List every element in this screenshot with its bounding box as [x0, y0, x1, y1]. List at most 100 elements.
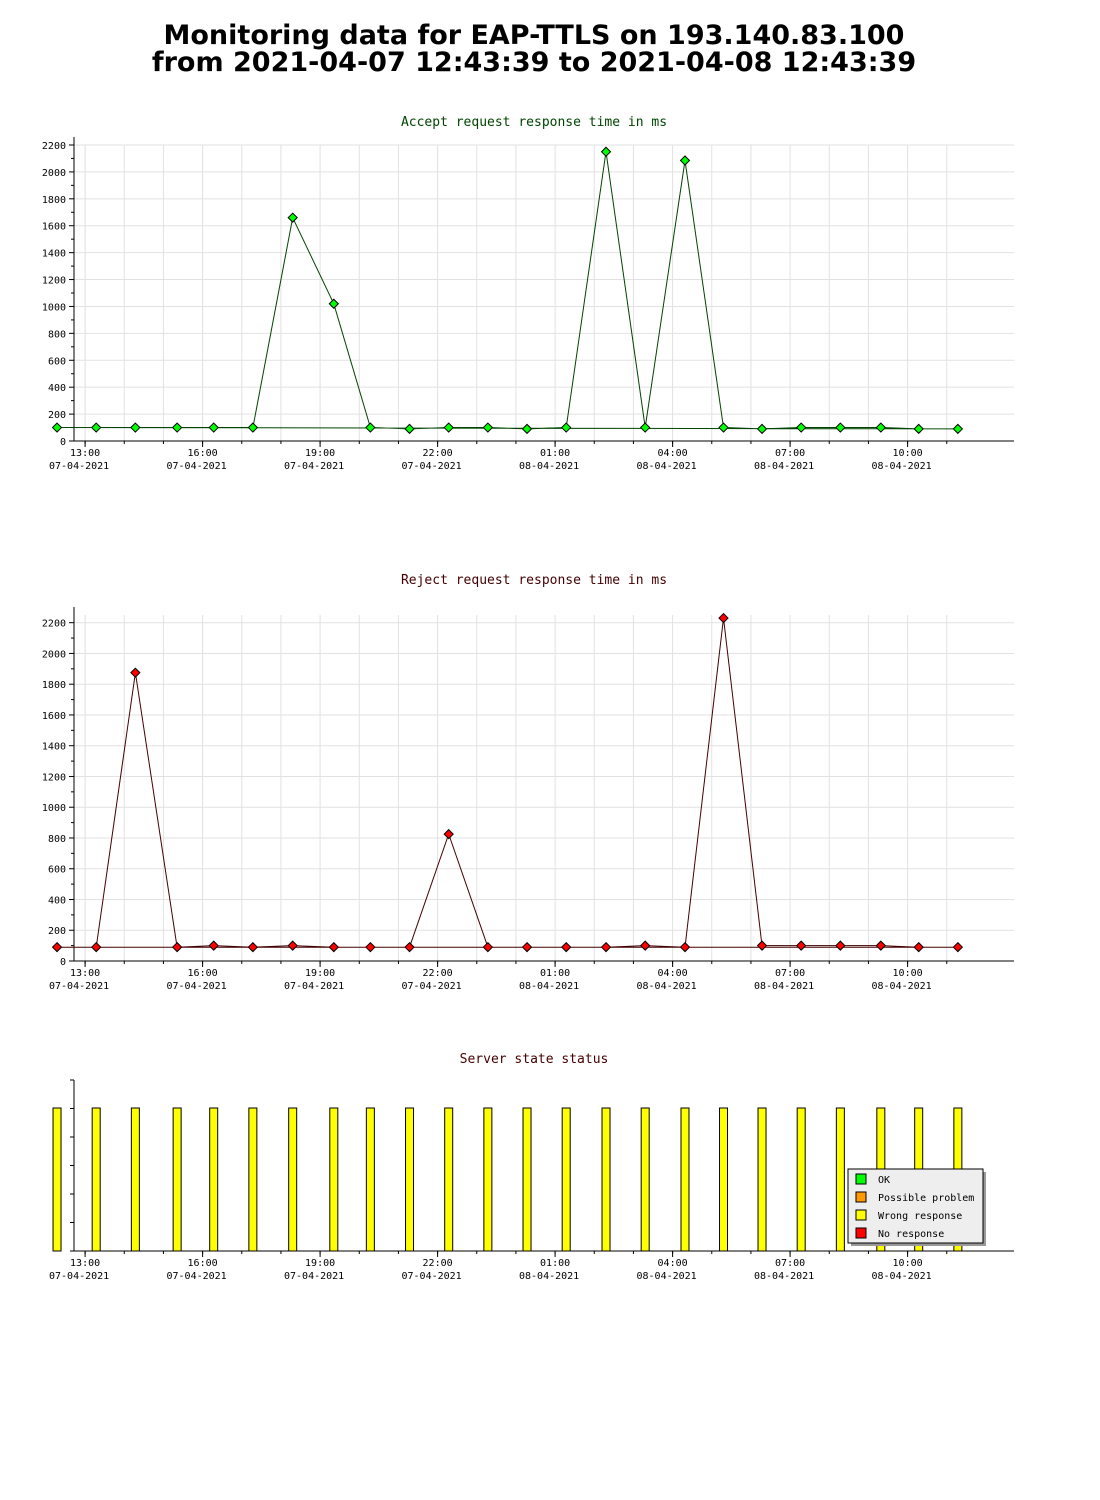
status-bar: [52, 1107, 62, 1252]
x-tick-label-date: 08-04-2021: [519, 981, 579, 992]
y-tick-label: 1000: [42, 803, 66, 814]
data-point: [443, 828, 454, 840]
chart-title: Accept request response time in ms: [401, 115, 667, 130]
series-line: [56, 151, 958, 430]
data-point: [171, 941, 183, 953]
status-bar: [172, 1107, 182, 1252]
data-point: [875, 940, 887, 951]
x-tick-label-date: 08-04-2021: [871, 981, 931, 992]
legend-label: No response: [878, 1229, 944, 1240]
data-point: [600, 146, 612, 157]
data-point: [208, 422, 219, 433]
y-tick-label: 600: [48, 356, 66, 367]
data-point: [835, 940, 846, 951]
x-tick-label-date: 08-04-2021: [636, 461, 696, 472]
status-bar: [130, 1107, 140, 1252]
x-tick-label-time: 13:00: [70, 1258, 100, 1269]
status-bar: [248, 1107, 258, 1252]
data-point: [560, 941, 572, 953]
x-tick-label-date: 08-04-2021: [636, 981, 696, 992]
status-bar: [601, 1107, 611, 1252]
data-point: [365, 941, 376, 953]
y-tick-label: 0: [60, 437, 66, 448]
data-point: [913, 941, 924, 953]
x-tick-label-time: 04:00: [658, 968, 688, 979]
data-point: [952, 941, 964, 953]
y-tick-label: 1400: [42, 742, 66, 753]
data-point: [756, 423, 768, 435]
data-point: [365, 422, 376, 433]
status-bar: [796, 1107, 806, 1252]
status-bar: [209, 1107, 219, 1252]
status-bar: [640, 1107, 650, 1252]
y-tick-label: 1000: [42, 302, 66, 313]
y-tick-label: 400: [48, 895, 66, 906]
data-point: [130, 422, 141, 433]
x-tick-label-time: 07:00: [775, 1258, 805, 1269]
x-tick-label-date: 08-04-2021: [519, 1271, 579, 1282]
data-point: [952, 423, 964, 435]
x-tick-label-time: 01:00: [540, 968, 570, 979]
x-tick-label-date: 07-04-2021: [401, 1271, 461, 1282]
x-tick-label-date: 08-04-2021: [754, 461, 814, 472]
y-tick-label: 1200: [42, 276, 66, 287]
x-tick-label-date: 07-04-2021: [49, 981, 109, 992]
data-point: [482, 422, 494, 433]
data-point: [835, 422, 846, 433]
y-tick-label: 1800: [42, 680, 66, 691]
data-point: [90, 422, 102, 433]
x-tick-label-time: 07:00: [775, 968, 805, 979]
x-tick-label-time: 04:00: [658, 1258, 688, 1269]
y-tick-label: 2200: [42, 619, 66, 630]
status-bar: [522, 1107, 532, 1252]
status-bar: [365, 1107, 375, 1252]
y-tick-label: 1400: [42, 249, 66, 260]
data-point: [875, 422, 887, 433]
x-tick-label-time: 10:00: [893, 968, 923, 979]
x-tick-label-date: 07-04-2021: [166, 1271, 226, 1282]
data-point: [328, 298, 340, 309]
data-point: [560, 422, 572, 433]
title-line-2: from 2021-04-07 12:43:39 to 2021-04-08 1…: [151, 47, 917, 78]
x-tick-label-date: 08-04-2021: [636, 1271, 696, 1282]
x-tick-label-time: 22:00: [423, 1258, 453, 1269]
y-tick-label: 400: [48, 383, 66, 394]
x-tick-label-time: 10:00: [893, 1258, 923, 1269]
data-point: [51, 422, 63, 433]
y-tick-label: 2000: [42, 649, 66, 660]
server-state-chart: Server state status 13:00 07-04-2021 16:00 0…: [49, 1052, 1014, 1282]
y-tick-label: 2200: [42, 141, 66, 152]
legend-swatch: [855, 1173, 867, 1185]
x-tick-label-time: 19:00: [305, 1258, 335, 1269]
data-point: [679, 155, 691, 166]
x-tick-label-time: 22:00: [423, 448, 453, 459]
y-tick-label: 1200: [42, 772, 66, 783]
status-bar: [680, 1107, 690, 1252]
data-point: [521, 423, 533, 435]
x-tick-label-date: 07-04-2021: [49, 1271, 109, 1282]
data-point: [90, 941, 102, 953]
data-point: [482, 941, 494, 953]
y-tick-label: 800: [48, 329, 66, 340]
status-bar: [91, 1107, 101, 1252]
status-bar: [405, 1107, 415, 1252]
legend-label: Possible problem: [878, 1193, 974, 1204]
chart-title: Reject request response time in ms: [401, 573, 667, 588]
legend-label: Wrong response: [878, 1211, 962, 1222]
x-tick-label-date: 07-04-2021: [284, 1271, 344, 1282]
data-point: [756, 940, 768, 951]
x-tick-label-time: 01:00: [540, 1258, 570, 1269]
status-bar: [719, 1107, 729, 1252]
x-tick-label-time: 04:00: [658, 448, 688, 459]
data-point: [130, 667, 141, 678]
x-tick-label-date: 07-04-2021: [166, 981, 226, 992]
status-bar: [444, 1107, 454, 1252]
y-tick-label: 200: [48, 926, 66, 937]
chart-title: Server state status: [460, 1052, 609, 1067]
data-point: [521, 941, 533, 953]
y-tick-label: 1800: [42, 195, 66, 206]
data-point: [639, 940, 651, 951]
data-point: [328, 941, 340, 953]
x-tick-label-date: 08-04-2021: [754, 1271, 814, 1282]
x-tick-label-date: 08-04-2021: [871, 1271, 931, 1282]
